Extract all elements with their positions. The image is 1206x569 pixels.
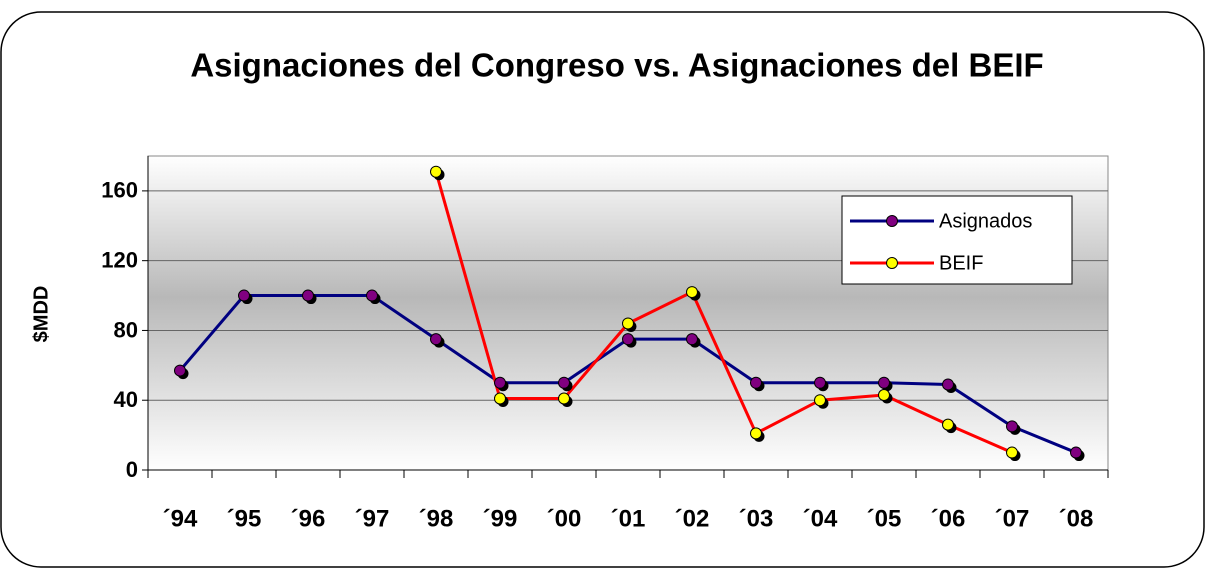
marker bbox=[686, 286, 698, 299]
marker bbox=[878, 388, 890, 401]
x-tick-label: ´03 bbox=[739, 505, 774, 532]
legend-box bbox=[841, 195, 1073, 285]
marker bbox=[750, 427, 762, 440]
x-tick-label: ´08 bbox=[1059, 505, 1094, 532]
marker bbox=[942, 378, 954, 391]
marker bbox=[750, 376, 762, 389]
chart-title: Asignaciones del Congreso vs. Asignacion… bbox=[190, 47, 1043, 84]
y-tick-label: 0 bbox=[126, 457, 138, 482]
x-tick-label: ´06 bbox=[931, 505, 966, 532]
marker bbox=[430, 165, 442, 178]
marker bbox=[366, 289, 378, 302]
marker bbox=[814, 394, 826, 407]
y-tick-label: 80 bbox=[114, 317, 138, 342]
marker bbox=[1006, 420, 1018, 433]
x-tick-label: ´04 bbox=[803, 505, 838, 532]
x-tick-label: ´98 bbox=[419, 505, 454, 532]
x-tick-label: ´07 bbox=[995, 505, 1030, 532]
marker bbox=[430, 333, 442, 346]
x-tick-label: ´01 bbox=[611, 505, 646, 532]
marker bbox=[302, 289, 314, 302]
x-tick-label: ´94 bbox=[163, 505, 198, 532]
legend-marker bbox=[886, 257, 898, 269]
marker bbox=[238, 289, 250, 302]
marker bbox=[494, 376, 506, 389]
x-tick-label: ´00 bbox=[547, 505, 582, 532]
marker bbox=[1006, 446, 1018, 459]
x-tick-label: ´97 bbox=[355, 505, 390, 532]
legend-marker bbox=[886, 215, 898, 227]
marker bbox=[878, 376, 890, 389]
legend-label: BEIF bbox=[939, 252, 983, 274]
series-line bbox=[434, 171, 1013, 454]
x-tick-label: ´05 bbox=[867, 505, 902, 532]
marker bbox=[558, 376, 570, 389]
x-tick-label: ´96 bbox=[291, 505, 326, 532]
x-tick-label: ´02 bbox=[675, 505, 710, 532]
marker bbox=[814, 376, 826, 389]
y-tick-label: 40 bbox=[114, 387, 138, 412]
marker bbox=[686, 333, 698, 346]
marker bbox=[494, 392, 506, 405]
marker bbox=[558, 392, 570, 405]
y-tick-label: 160 bbox=[101, 178, 138, 203]
marker bbox=[174, 364, 186, 377]
marker bbox=[622, 317, 634, 330]
marker bbox=[1070, 446, 1082, 459]
x-tick-label: ´95 bbox=[227, 505, 262, 532]
y-axis-label: $MDD bbox=[30, 286, 52, 343]
x-tick-label: ´99 bbox=[483, 505, 518, 532]
legend-label: Asignados bbox=[939, 210, 1032, 232]
marker bbox=[622, 333, 634, 346]
marker bbox=[942, 418, 954, 431]
y-tick-label: 120 bbox=[101, 247, 138, 272]
